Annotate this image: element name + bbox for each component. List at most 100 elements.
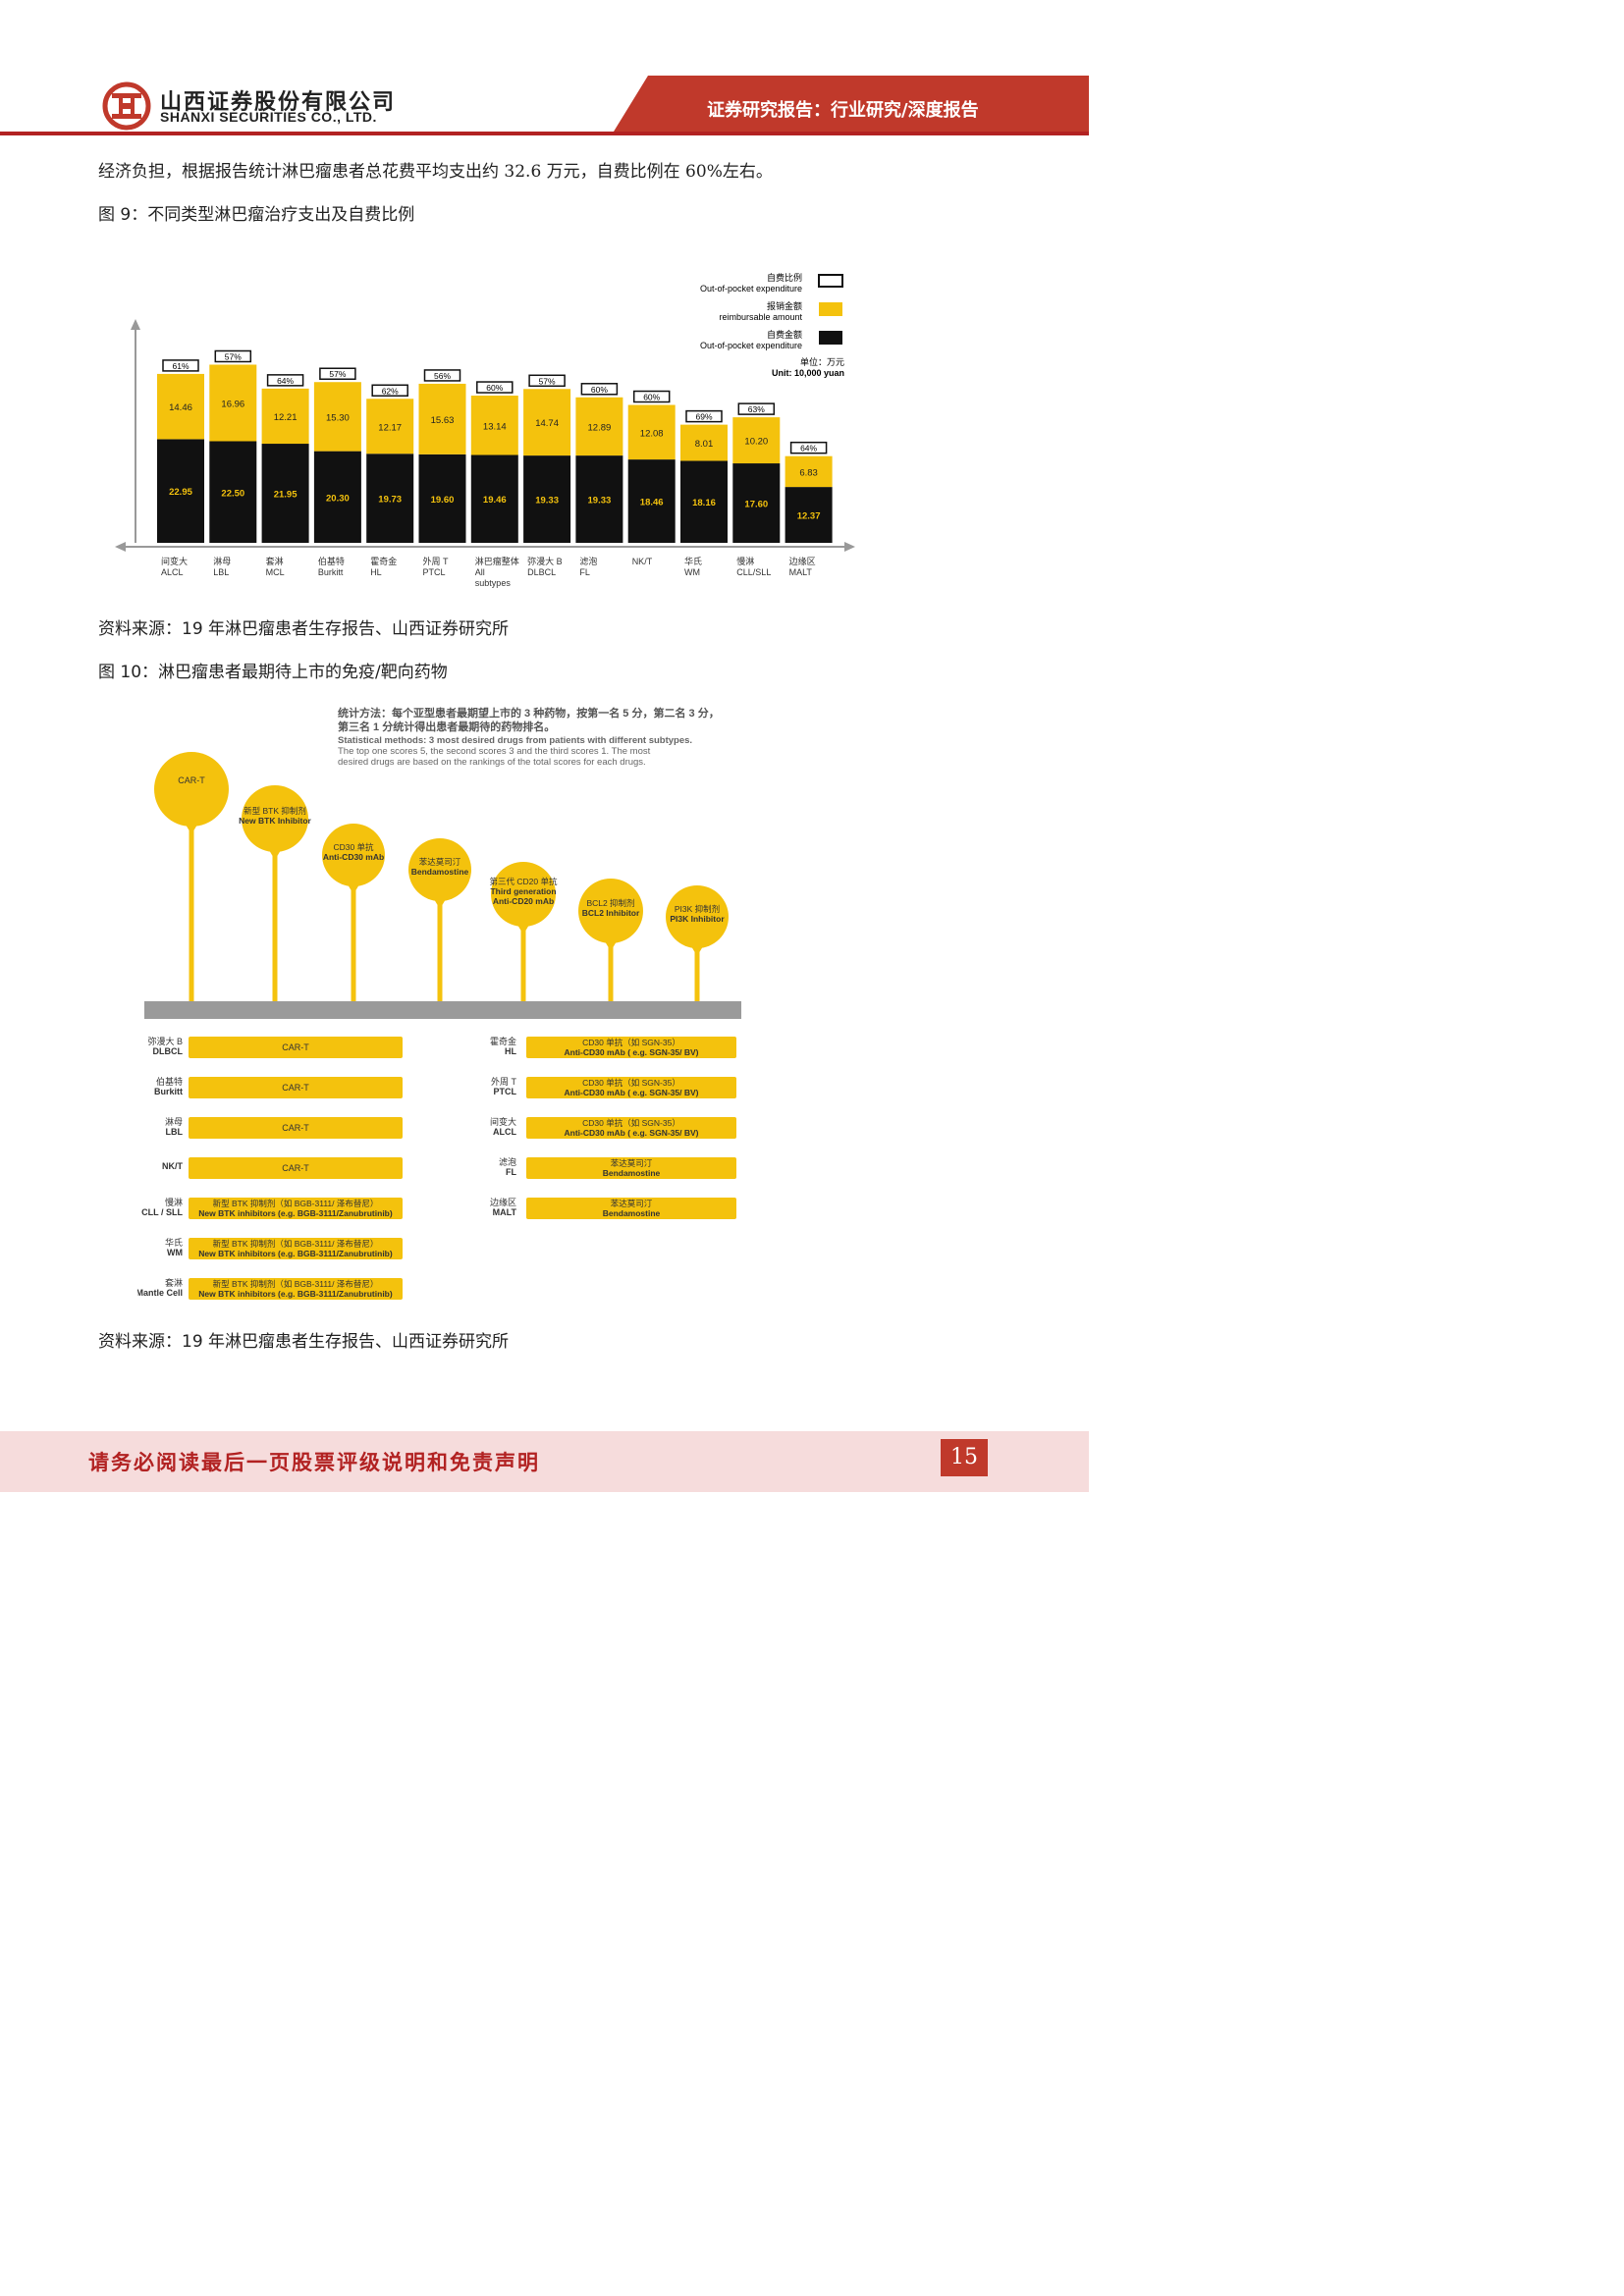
subtype-label-en: MALT	[493, 1207, 517, 1217]
subtype-label-cn: 间变大	[490, 1116, 516, 1127]
ratio-label: 63%	[748, 404, 765, 414]
label-oop: 19.46	[483, 495, 507, 506]
drug-label-en: Anti-CD30 mAb ( e.g. SGN-35/ BV)	[565, 1088, 699, 1097]
subtype-label-cn: 伯基特	[156, 1076, 183, 1087]
category-label-en: ALCL	[161, 567, 184, 577]
legend-ratio-cn: 自费比例	[767, 272, 802, 283]
balloon-label: Third generation	[490, 886, 556, 896]
subtype-label-cn: 慢淋	[165, 1197, 183, 1207]
drug-label: CD30 单抗（如 SGN-35）	[582, 1118, 680, 1128]
category-label-cn: 淋母	[213, 556, 231, 566]
ratio-label: 60%	[643, 393, 660, 402]
label-oop: 17.60	[744, 500, 768, 510]
balloon-knot	[605, 941, 617, 951]
balloon-label: New BTK Inhibitor	[239, 816, 311, 826]
balloon-label: Anti-CD20 mAb	[493, 896, 554, 906]
drug-label: 新型 BTK 抑制剂（如 BGB-3111/ 泽布替尼）	[213, 1199, 379, 1208]
legend-oop-swatch	[819, 331, 842, 345]
subtype-label-en: HL	[505, 1046, 516, 1056]
label-oop: 21.95	[274, 490, 298, 501]
category-label-cn: 边缘区	[789, 556, 816, 566]
chart-unit-en: Unit: 10,000 yuan	[772, 368, 844, 378]
figure9-chart: 自费比例 Out-of-pocket expenditure 报销金额 reim…	[98, 231, 884, 594]
figure10-source: 资料来源：19 年淋巴瘤患者生存报告、山西证券研究所	[98, 1327, 509, 1352]
figure10-graphic: 统计方法：每个亚型患者最期望上市的 3 种药物，按第一名 5 分，第二名 3 分…	[137, 693, 785, 1321]
category-label-cn: 套淋	[266, 556, 284, 566]
method-text-en-line3: desired drugs are based on the rankings …	[338, 757, 646, 768]
ratio-label: 57%	[225, 351, 242, 361]
category-label-cn: 华氏	[684, 556, 702, 566]
label-oop: 12.37	[797, 511, 821, 522]
label-oop: 19.73	[378, 495, 402, 506]
category-label-cn: 慢淋	[736, 556, 754, 566]
category-label-en: HL	[370, 567, 382, 577]
label-reimb: 12.21	[274, 412, 298, 423]
label-reimb: 12.89	[588, 422, 612, 433]
method-text-cn-line2: 第三名 1 分统计得出患者最期待的药物排名。	[338, 720, 555, 733]
drug-label-en: Bendamostine	[603, 1208, 661, 1218]
chart-legend: 自费比例 Out-of-pocket expenditure 报销金额 reim…	[700, 272, 844, 378]
category-label-en: PTCL	[423, 567, 446, 577]
label-reimb: 16.96	[221, 399, 244, 409]
subtype-label-cn: 华氏	[165, 1237, 183, 1248]
ratio-label: 69%	[695, 412, 712, 422]
category-label-en: CLL/SLL	[736, 567, 771, 577]
subtype-label-en: DLBCL	[153, 1046, 184, 1056]
subtype-label-en: Mantle Cell	[137, 1288, 183, 1298]
label-oop: 22.95	[169, 487, 192, 498]
method-text-en-line1: Statistical methods: 3 most desired drug…	[338, 735, 692, 746]
legend-oop-en: Out-of-pocket expenditure	[700, 341, 802, 350]
drug-label: CAR-T	[282, 1123, 309, 1133]
subtype-label-en: ALCL	[493, 1127, 516, 1137]
balloon	[154, 752, 229, 827]
subtype-label-cn: 淋母	[165, 1116, 183, 1127]
label-oop: 18.46	[640, 498, 664, 508]
subtype-label-cn: 弥漫大 B	[147, 1036, 183, 1046]
legend-reimb-cn: 报销金额	[767, 300, 802, 311]
category-label-en: MALT	[789, 567, 813, 577]
balloon-base-bar	[144, 1001, 741, 1019]
category-label-cn: 弥漫大 B	[527, 556, 563, 566]
drug-label: 新型 BTK 抑制剂（如 BGB-3111/ 泽布替尼）	[213, 1279, 379, 1289]
subtype-label-en: WM	[167, 1248, 183, 1257]
drug-label-en: Anti-CD30 mAb ( e.g. SGN-35/ BV)	[565, 1128, 699, 1138]
balloon-knot	[691, 946, 703, 956]
drug-label-en: New BTK inhibitors (e.g. BGB-3111/Zanubr…	[198, 1289, 393, 1299]
subtype-label-en: PTCL	[494, 1087, 517, 1096]
label-oop: 20.30	[326, 493, 350, 504]
balloon-label: CD30 单抗	[333, 842, 374, 852]
drug-label-en: Bendamostine	[603, 1168, 661, 1178]
category-label-en: NK/T	[632, 557, 653, 566]
legend-reimb-swatch	[819, 302, 842, 316]
category-label-en: All	[475, 567, 485, 577]
category-label-cn: 外周 T	[423, 556, 450, 566]
category-label-cn: 滤泡	[579, 556, 597, 566]
ratio-label: 57%	[539, 376, 556, 386]
drug-label: CD30 单抗（如 SGN-35）	[582, 1078, 680, 1088]
balloon-label: BCL2 抑制剂	[586, 898, 634, 908]
figure9-source: 资料来源：19 年淋巴瘤患者生存报告、山西证券研究所	[98, 614, 509, 639]
balloon-label: CAR-T	[178, 775, 205, 785]
drug-label: CAR-T	[282, 1083, 309, 1093]
balloon-label: 新型 BTK 抑制剂	[244, 806, 306, 816]
ratio-label: 56%	[434, 371, 451, 381]
legend-reimb-en: reimbursable amount	[719, 312, 802, 322]
subtype-label-en: CLL / SLL	[141, 1207, 183, 1217]
intro-paragraph: 经济负担，根据报告统计淋巴瘤患者总花费平均支出约 32.6 万元，自费比例在 6…	[98, 157, 773, 182]
figure10-caption: 图 10：淋巴瘤患者最期待上市的免疫/靶向药物	[98, 658, 448, 682]
method-text-en-line2: The top one scores 5, the second scores …	[338, 746, 651, 757]
drug-label: CAR-T	[282, 1163, 309, 1173]
drug-label: 苯达莫司汀	[611, 1199, 653, 1208]
page-number: 15	[941, 1439, 988, 1476]
label-reimb: 12.17	[378, 422, 402, 433]
subtype-label-en: Burkitt	[154, 1087, 183, 1096]
balloon-label: BCL2 Inhibitor	[582, 908, 640, 918]
label-reimb: 13.14	[483, 421, 507, 432]
category-label-en: DLBCL	[527, 567, 556, 577]
drug-label-en: New BTK inhibitors (e.g. BGB-3111/Zanubr…	[198, 1208, 393, 1218]
label-reimb: 10.20	[744, 437, 768, 448]
label-reimb: 12.08	[640, 428, 664, 439]
ratio-label: 60%	[591, 385, 608, 395]
header-banner	[0, 0, 1089, 147]
category-label-cn: 间变大	[161, 556, 188, 566]
